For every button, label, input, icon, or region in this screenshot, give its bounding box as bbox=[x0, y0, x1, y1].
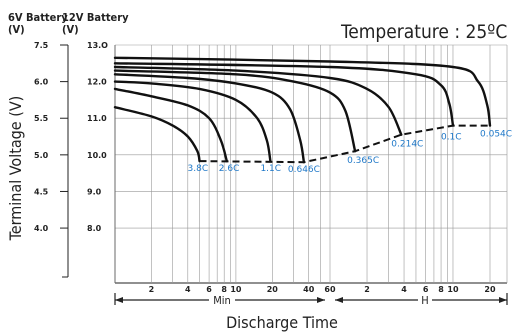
x-tick-label: 2 bbox=[364, 285, 370, 294]
series-label: 0.646C bbox=[288, 165, 320, 175]
chart-title: Temperature : 25ºC (77ºF) bbox=[340, 21, 514, 43]
x-tick-label: 60 bbox=[324, 285, 336, 294]
y-tick-label-12v: 12.0 bbox=[87, 78, 107, 87]
grid bbox=[114, 44, 508, 284]
y-tick-label-6v: 5.5 bbox=[34, 114, 49, 123]
x-tick-label: 10 bbox=[447, 285, 459, 294]
series-label: 0.365C bbox=[347, 156, 379, 166]
y-axis-label: Terminal Voltage (V) bbox=[6, 96, 25, 242]
min-range-bracket bbox=[114, 293, 325, 305]
series-label: 2.6C bbox=[219, 164, 240, 174]
series-line bbox=[113, 69, 357, 153]
series-line bbox=[113, 87, 228, 163]
y-tick-label-12v: 9.0 bbox=[87, 187, 102, 196]
series-label: 0.1C bbox=[441, 133, 462, 143]
axis-6v-header: 6V Battery bbox=[8, 11, 68, 24]
y-tick-label-6v: 5.0 bbox=[34, 151, 49, 160]
series-line bbox=[113, 106, 201, 163]
series-label: 0.054C bbox=[480, 130, 512, 140]
axis-12v-header: 12V Battery bbox=[62, 11, 129, 24]
series-line bbox=[113, 73, 306, 164]
x-tick-label: 4 bbox=[185, 285, 191, 294]
series-line bbox=[113, 65, 403, 136]
x-tick-label: 6 bbox=[423, 285, 429, 294]
series-labels: 3.8C 2.6C 1.1C 0.646C 0.365C 0.214C 0.1C 0.054C bbox=[188, 130, 513, 176]
x-axis-label: Discharge Time bbox=[226, 313, 338, 332]
axes: 2 4 6 8 10 20 40 60 2 4 6 8 10 2013.O12.011.010.09.08… bbox=[34, 41, 496, 294]
series-line bbox=[113, 80, 272, 163]
x-tick-label: 2 bbox=[149, 285, 155, 294]
x-tick-label: 6 bbox=[206, 285, 212, 294]
axis-6v-unit: (V) bbox=[8, 23, 25, 36]
y-tick-label-12v: 8.0 bbox=[87, 224, 102, 233]
x-min-label: Min bbox=[213, 294, 231, 307]
y-tick-label-6v: 7.5 bbox=[34, 41, 49, 50]
x-tick-label: 20 bbox=[267, 285, 279, 294]
series-line bbox=[113, 62, 455, 127]
series-group bbox=[113, 56, 492, 164]
x-tick-label: 8 bbox=[221, 285, 227, 294]
series-label: 1.1C bbox=[260, 164, 281, 174]
y-tick-label-6v: 4.5 bbox=[34, 187, 49, 196]
x-tick-label: 20 bbox=[484, 285, 496, 294]
end-voltage-dashed-line bbox=[199, 124, 490, 164]
x-tick-label: 10 bbox=[230, 285, 242, 294]
series-label: 0.214C bbox=[391, 140, 423, 150]
x-hour-label: H bbox=[421, 294, 428, 307]
x-tick-label: 40 bbox=[303, 285, 315, 294]
x-tick-label: 8 bbox=[438, 285, 444, 294]
series-line bbox=[113, 56, 492, 127]
y-tick-label-6v: 6.0 bbox=[34, 78, 49, 87]
y-tick-label-6v: 4.0 bbox=[34, 224, 49, 233]
y-tick-label-12v: 10.0 bbox=[87, 151, 107, 160]
hour-range-bracket bbox=[335, 293, 508, 305]
series-label: 3.8C bbox=[188, 164, 209, 174]
x-tick-label: 4 bbox=[401, 285, 407, 294]
axis-12v-unit: (V) bbox=[62, 23, 79, 36]
y-tick-label-12v: 11.0 bbox=[87, 114, 107, 123]
y-tick-label-12v: 13.O bbox=[87, 41, 108, 50]
